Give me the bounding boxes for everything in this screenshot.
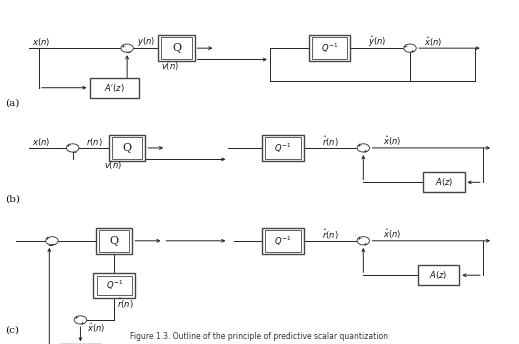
Circle shape <box>357 237 370 245</box>
Text: (a): (a) <box>5 99 20 108</box>
Bar <box>265 230 301 252</box>
Text: $Q^{-1}$: $Q^{-1}$ <box>105 279 123 292</box>
Text: $\hat{y}(n)$: $\hat{y}(n)$ <box>368 35 386 49</box>
Text: $v(n)$: $v(n)$ <box>104 160 122 171</box>
Text: $\hat{r}(n)$: $\hat{r}(n)$ <box>322 135 338 149</box>
Text: +: + <box>356 236 361 241</box>
Text: $\hat{x}(n)$: $\hat{x}(n)$ <box>424 35 443 49</box>
Text: +: + <box>120 44 125 49</box>
Text: +: + <box>45 236 50 241</box>
Text: +: + <box>79 321 85 326</box>
Bar <box>97 276 132 295</box>
Text: $Q^{-1}$: $Q^{-1}$ <box>274 234 292 247</box>
Text: $A(z)$: $A(z)$ <box>434 176 453 188</box>
Circle shape <box>121 44 133 52</box>
Text: Q: Q <box>172 43 181 53</box>
Text: Q: Q <box>110 236 119 246</box>
Bar <box>93 273 135 298</box>
Bar <box>158 35 195 61</box>
Text: $A'(z)$: $A'(z)$ <box>104 82 125 94</box>
Text: −: − <box>126 49 131 54</box>
Text: +: + <box>356 143 361 148</box>
Text: $\hat{r}(n)$: $\hat{r}(n)$ <box>117 297 133 311</box>
Text: $x(n)$: $x(n)$ <box>32 136 51 148</box>
Circle shape <box>46 237 58 245</box>
Bar <box>262 228 304 254</box>
Circle shape <box>74 316 87 324</box>
Text: $r(n)$: $r(n)$ <box>86 136 102 148</box>
Bar <box>262 135 304 161</box>
Bar <box>89 78 139 98</box>
Bar <box>161 37 192 59</box>
Text: −: − <box>50 242 56 247</box>
Text: (c): (c) <box>5 326 19 335</box>
Text: +: + <box>362 242 367 247</box>
Bar <box>418 265 459 285</box>
Text: +: + <box>362 149 367 154</box>
Text: $x(n)$: $x(n)$ <box>32 36 51 48</box>
Bar <box>265 137 301 159</box>
Text: $Q^{-1}$: $Q^{-1}$ <box>274 141 292 154</box>
Bar <box>309 35 350 61</box>
Text: $Q^{-1}$: $Q^{-1}$ <box>321 42 338 55</box>
Text: $\hat{r}(n)$: $\hat{r}(n)$ <box>322 227 338 242</box>
Bar <box>99 230 129 252</box>
Circle shape <box>404 44 416 52</box>
Text: Figure 1.3. Outline of the principle of predictive scalar quantization: Figure 1.3. Outline of the principle of … <box>130 332 389 341</box>
Text: $\hat{x}(n)$: $\hat{x}(n)$ <box>383 135 401 149</box>
Bar <box>423 172 465 192</box>
Bar <box>312 37 347 59</box>
Text: $y(n)$: $y(n)$ <box>136 35 155 49</box>
Bar <box>109 135 145 161</box>
Circle shape <box>357 144 370 152</box>
Text: $\hat{x}(n)$: $\hat{x}(n)$ <box>383 228 401 241</box>
Text: $A(z)$: $A(z)$ <box>429 269 448 281</box>
Text: +: + <box>409 49 414 54</box>
Text: $v(n)$: $v(n)$ <box>161 60 179 72</box>
Text: Q: Q <box>122 143 132 153</box>
Text: −: − <box>71 149 76 154</box>
Text: +: + <box>403 44 408 49</box>
Text: (b): (b) <box>5 195 20 204</box>
Text: $\hat{x}(n)$: $\hat{x}(n)$ <box>87 322 105 335</box>
Bar <box>96 228 132 254</box>
Bar <box>112 137 142 159</box>
Text: +: + <box>73 315 78 320</box>
Text: +: + <box>65 143 71 148</box>
Circle shape <box>66 144 79 152</box>
